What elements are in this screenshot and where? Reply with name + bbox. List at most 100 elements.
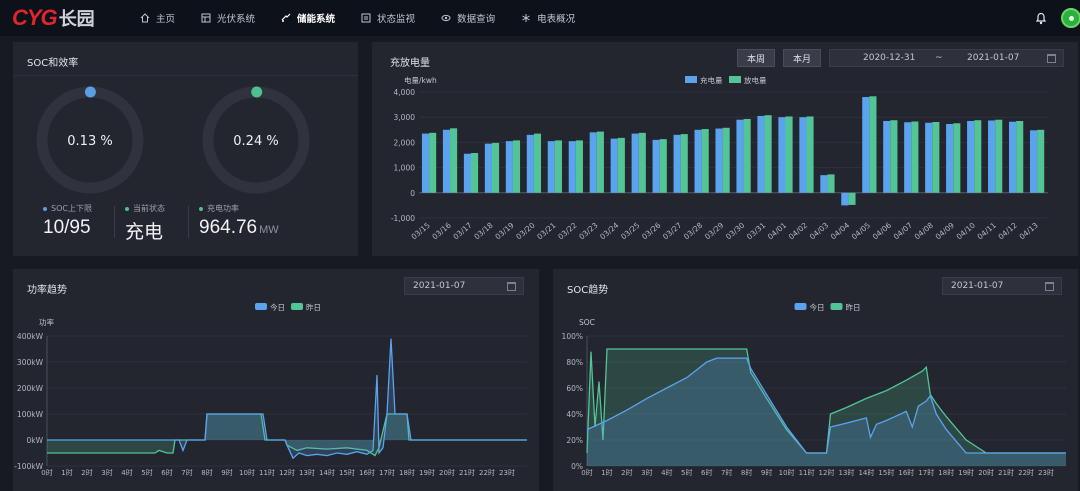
date-range-picker[interactable]: 2020-12-31 ~ 2021-01-07 bbox=[829, 49, 1064, 67]
x-tick-label: 2时 bbox=[81, 468, 92, 477]
bar[interactable] bbox=[1029, 130, 1038, 193]
bar[interactable] bbox=[1009, 121, 1017, 193]
bar[interactable] bbox=[596, 131, 604, 193]
bar[interactable] bbox=[617, 137, 625, 193]
date-picker[interactable]: 2021-01-07 bbox=[404, 277, 524, 295]
bar[interactable] bbox=[841, 192, 849, 206]
bar[interactable] bbox=[491, 142, 500, 193]
bar[interactable] bbox=[890, 120, 898, 193]
bar[interactable] bbox=[673, 134, 681, 193]
nav-item-monitor[interactable]: 状态监视 bbox=[361, 11, 415, 25]
bar[interactable] bbox=[736, 119, 744, 193]
nav-item-query[interactable]: 数据查询 bbox=[441, 11, 495, 25]
bar[interactable] bbox=[694, 129, 702, 193]
bar[interactable] bbox=[484, 143, 492, 193]
nav-item-meter[interactable]: 电表概况 bbox=[521, 11, 575, 25]
bar[interactable] bbox=[1016, 120, 1024, 193]
bar[interactable] bbox=[778, 117, 786, 193]
bar[interactable] bbox=[450, 128, 458, 193]
bar[interactable] bbox=[610, 138, 618, 193]
bar[interactable] bbox=[925, 122, 933, 193]
date-value: 2021-01-07 bbox=[413, 281, 466, 291]
bar[interactable] bbox=[946, 124, 954, 193]
power-trend-panel: 功率趋势 2021-01-07 今日 昨日 功率 400kW 300kW 200kW 100… bbox=[13, 269, 539, 491]
charge-discharge-panel: 充放电量 本周 本月 2020-12-31 ~ 2021-01-07 充电量 放电… bbox=[372, 42, 1078, 256]
stat-label: 当前状态 bbox=[133, 204, 165, 213]
bar[interactable] bbox=[967, 120, 975, 193]
bar[interactable] bbox=[953, 123, 961, 193]
bar[interactable] bbox=[463, 153, 471, 193]
bar[interactable] bbox=[429, 132, 437, 193]
bar[interactable] bbox=[526, 134, 534, 193]
bar[interactable] bbox=[505, 141, 513, 193]
bar[interactable] bbox=[806, 116, 814, 193]
main-nav: 主页 光伏系统 储能系统 状态监视 数据查询 电表概况 bbox=[140, 0, 575, 36]
bar[interactable] bbox=[932, 121, 940, 193]
series-line[interactable] bbox=[47, 338, 527, 460]
bar[interactable] bbox=[421, 133, 430, 193]
bell-icon[interactable] bbox=[1035, 11, 1047, 25]
bar[interactable] bbox=[883, 120, 891, 193]
x-tick-label: 03/21 bbox=[535, 220, 558, 241]
bar[interactable] bbox=[757, 115, 765, 193]
series-line[interactable] bbox=[586, 348, 1066, 454]
bar[interactable] bbox=[911, 121, 919, 193]
bar[interactable] bbox=[680, 134, 688, 193]
bar[interactable] bbox=[589, 132, 597, 193]
bar[interactable] bbox=[904, 122, 912, 193]
y-tick-label: 1,000 bbox=[394, 164, 416, 173]
bar[interactable] bbox=[862, 97, 870, 193]
bar[interactable] bbox=[533, 133, 542, 193]
logo-cn: 长园 bbox=[58, 9, 95, 30]
bar[interactable] bbox=[568, 141, 576, 193]
bar[interactable] bbox=[547, 141, 555, 193]
bar[interactable] bbox=[722, 127, 730, 193]
nav-item-home[interactable]: 主页 bbox=[140, 11, 175, 25]
bar[interactable] bbox=[820, 175, 828, 193]
y-tick-label: 0 bbox=[410, 189, 415, 198]
series-line[interactable] bbox=[586, 357, 1066, 454]
bar[interactable] bbox=[988, 120, 996, 193]
legend-label: 今日 bbox=[270, 302, 285, 312]
avatar[interactable] bbox=[1061, 8, 1080, 28]
bar[interactable] bbox=[652, 139, 660, 193]
bar[interactable] bbox=[869, 96, 877, 193]
x-tick-label: 03/25 bbox=[619, 220, 642, 241]
bar[interactable] bbox=[848, 192, 856, 205]
bar[interactable] bbox=[638, 132, 646, 193]
bar[interactable] bbox=[715, 128, 723, 193]
bar[interactable] bbox=[799, 117, 807, 193]
divider bbox=[188, 206, 189, 238]
this-week-button[interactable]: 本周 bbox=[737, 49, 775, 67]
bar[interactable] bbox=[575, 140, 583, 193]
series-line[interactable] bbox=[47, 413, 527, 457]
bar[interactable] bbox=[785, 116, 793, 193]
bar[interactable] bbox=[764, 115, 772, 193]
bar[interactable] bbox=[631, 133, 639, 193]
bar[interactable] bbox=[743, 118, 751, 193]
bar[interactable] bbox=[1037, 129, 1045, 193]
stat-label: 充电功率 bbox=[207, 204, 239, 213]
nav-item-label: 储能系统 bbox=[297, 14, 336, 25]
x-tick-label: 23时 bbox=[1038, 468, 1054, 477]
date-picker[interactable]: 2021-01-07 bbox=[942, 277, 1062, 295]
logo[interactable]: CYG 长园 bbox=[12, 5, 95, 30]
bar[interactable] bbox=[659, 139, 667, 193]
nav-item-pv[interactable]: 光伏系统 bbox=[201, 11, 255, 25]
bar[interactable] bbox=[470, 152, 479, 193]
x-tick-label: 18时 bbox=[399, 468, 415, 477]
bar[interactable] bbox=[701, 129, 709, 193]
bar[interactable] bbox=[512, 140, 521, 193]
bar[interactable] bbox=[827, 174, 835, 193]
nav-item-storage[interactable]: 储能系统 bbox=[281, 11, 335, 25]
this-month-button[interactable]: 本月 bbox=[783, 49, 821, 67]
stat-current-state: 当前状态 充电 bbox=[125, 203, 165, 244]
bar[interactable] bbox=[974, 120, 982, 193]
bar[interactable] bbox=[442, 129, 451, 193]
date-start: 2020-12-31 bbox=[863, 53, 916, 63]
bar[interactable] bbox=[554, 140, 562, 193]
x-tick-label: 03/27 bbox=[661, 220, 684, 241]
y-tick-label: 400kW bbox=[17, 332, 44, 341]
bar[interactable] bbox=[995, 119, 1003, 193]
stat-value: 充电 bbox=[125, 222, 164, 243]
